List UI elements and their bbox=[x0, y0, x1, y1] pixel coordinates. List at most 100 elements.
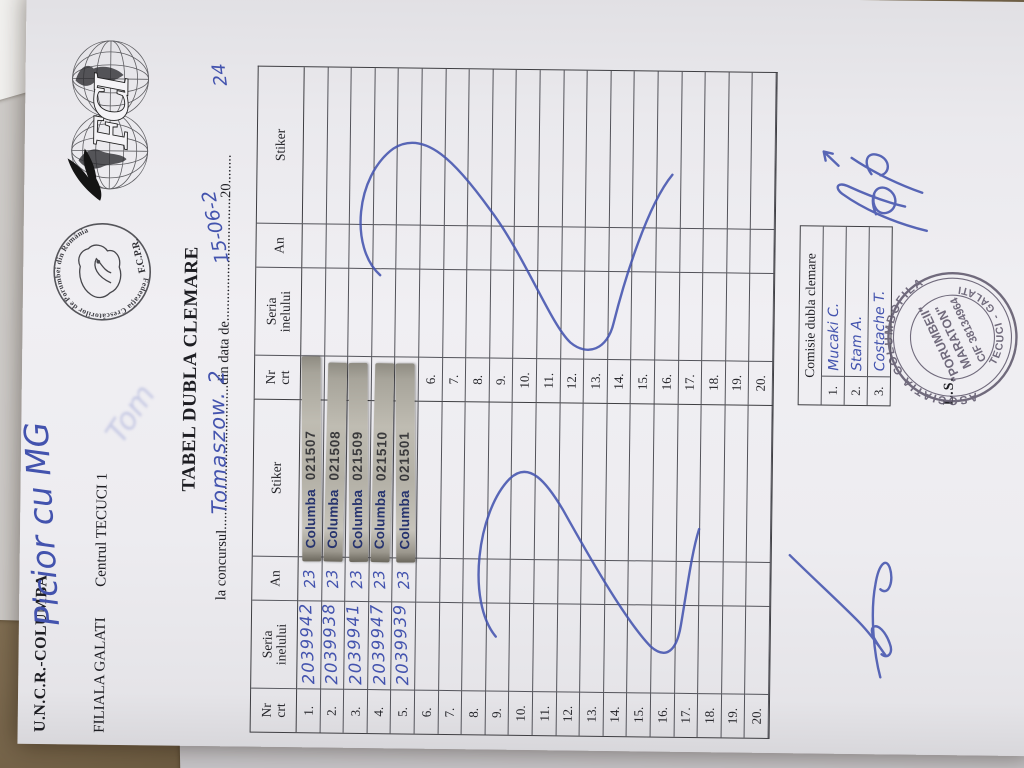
row-number-cell: 7. bbox=[438, 689, 463, 735]
ring-series-cell bbox=[537, 270, 562, 359]
header-an-line: An bbox=[266, 570, 283, 587]
sticker-cell bbox=[416, 401, 443, 558]
ring-series-cell bbox=[631, 271, 657, 360]
sticker-cell bbox=[491, 69, 518, 226]
row-number-cell: 19. bbox=[721, 693, 746, 738]
sticker-cell bbox=[302, 67, 329, 224]
ring-series-cell bbox=[745, 605, 771, 694]
double-ring-sticker: Columba 021507 bbox=[301, 356, 321, 562]
ring-series-cell bbox=[725, 272, 751, 361]
row-number-cell: 7. bbox=[442, 356, 467, 402]
sticker-cell bbox=[652, 404, 679, 561]
sticker-cell bbox=[633, 71, 659, 228]
sticker-brand: Columba bbox=[303, 489, 319, 549]
ink-bleedthrough: Tom bbox=[99, 378, 163, 450]
header-nr: Nr crt bbox=[254, 354, 302, 400]
sticker-cell bbox=[676, 404, 702, 562]
sticker-cell bbox=[515, 69, 541, 227]
double-ring-sticker: Columba 021501 bbox=[395, 363, 416, 563]
fci-globes-emblem: FCI bbox=[67, 40, 149, 201]
handwritten-ring-series: 2039941 bbox=[343, 602, 366, 686]
sticker-cell bbox=[746, 405, 773, 562]
header-seria-line: inelului bbox=[276, 290, 293, 333]
sticker-cell: Columba 021508 bbox=[322, 362, 348, 562]
sticker-cell bbox=[467, 69, 494, 226]
year-cell bbox=[420, 224, 445, 269]
ring-series-cell: 2039947 bbox=[367, 601, 393, 690]
sticker-cell bbox=[680, 71, 706, 229]
sticker-cell: Columba 021510 bbox=[369, 363, 396, 563]
row-number-cell: 19. bbox=[725, 360, 750, 405]
ring-series-cell: 2039938 bbox=[319, 600, 346, 689]
committee-signature-3 bbox=[822, 150, 840, 167]
ring-series-cell: 2039939 bbox=[390, 601, 417, 690]
year-cell bbox=[491, 225, 516, 270]
year-cell bbox=[463, 558, 488, 603]
ring-series-cell bbox=[721, 605, 747, 694]
sticker-cell: Columba 021501 bbox=[393, 363, 419, 563]
row-number-cell: 11. bbox=[532, 691, 557, 736]
sticker-brand: Columba bbox=[397, 490, 413, 550]
row-number-cell: 9. bbox=[489, 357, 514, 402]
ring-series-cell bbox=[485, 602, 511, 691]
table-right-half: NrcrtSeriaineluluiAnStiker1.2.3.4.5.6.7.… bbox=[253, 65, 778, 405]
sticker-cell bbox=[605, 403, 631, 561]
ring-series-cell bbox=[560, 270, 586, 359]
sticker-brand: Columba bbox=[371, 489, 389, 550]
row-number-cell: 10. bbox=[512, 357, 538, 403]
year-cell: 23 bbox=[345, 556, 370, 602]
signature-under-table bbox=[788, 553, 893, 679]
header-seria: Seria inelului bbox=[255, 266, 303, 356]
ring-series-cell bbox=[698, 605, 723, 694]
row-number-cell: 18. bbox=[701, 360, 726, 405]
sticker-number: 021510 bbox=[373, 431, 390, 482]
year-cell bbox=[675, 560, 700, 606]
row-number-cell: 15. bbox=[630, 359, 656, 404]
dot-leader: ........ bbox=[218, 154, 235, 184]
sticker-cell bbox=[727, 72, 753, 229]
sticker-cell: Columba 021507 bbox=[298, 356, 325, 562]
header-an: An bbox=[252, 555, 299, 601]
year-cell: 23 bbox=[321, 556, 346, 601]
sticker-cell bbox=[487, 402, 513, 559]
row-number-cell: 16. bbox=[650, 692, 675, 737]
ring-series-cell: 2039941 bbox=[343, 600, 369, 690]
row-number-cell: 1. bbox=[296, 688, 321, 733]
ring-series-cell bbox=[674, 604, 700, 694]
sticker-number: 021508 bbox=[326, 430, 343, 481]
sticker-cell bbox=[629, 404, 655, 561]
header-seria-line: Seria bbox=[259, 630, 275, 659]
committee-signature-2 bbox=[850, 153, 924, 194]
year-cell bbox=[608, 226, 634, 272]
sticker-cell bbox=[558, 403, 584, 560]
sticker-cell bbox=[562, 70, 588, 227]
handwritten-ring-series: 2039938 bbox=[319, 602, 342, 686]
year-cell bbox=[538, 226, 563, 271]
row-number-cell: 13. bbox=[583, 358, 608, 403]
sticker-cell bbox=[699, 405, 726, 562]
row-number-cell: 6. bbox=[414, 689, 439, 734]
sticker-brand: Columba bbox=[350, 489, 366, 549]
year-cell bbox=[416, 557, 441, 602]
sticker-cell bbox=[656, 71, 683, 228]
year-cell bbox=[628, 560, 653, 605]
year-cell bbox=[486, 558, 512, 603]
sticker-number: 021509 bbox=[350, 430, 366, 481]
row-number-cell: 15. bbox=[626, 692, 652, 737]
year-cell: 23 bbox=[392, 557, 417, 602]
header-stiker: Stiker bbox=[256, 66, 305, 224]
header-seria-line: inelului bbox=[272, 623, 289, 666]
row-number-cell: 12. bbox=[556, 691, 581, 736]
header-an: An bbox=[256, 222, 303, 268]
year-cell bbox=[557, 559, 582, 604]
year-cell bbox=[439, 557, 464, 603]
ring-series-cell bbox=[462, 602, 487, 691]
year-cell bbox=[561, 226, 586, 271]
ring-series-cell bbox=[651, 604, 676, 693]
ring-series-cell bbox=[702, 272, 727, 361]
header-stiker: Stiker bbox=[252, 399, 301, 557]
ring-series-cell bbox=[438, 601, 464, 691]
year-cell bbox=[443, 224, 468, 270]
ring-series-cell bbox=[415, 601, 440, 690]
row-number-cell: 20. bbox=[744, 693, 769, 738]
